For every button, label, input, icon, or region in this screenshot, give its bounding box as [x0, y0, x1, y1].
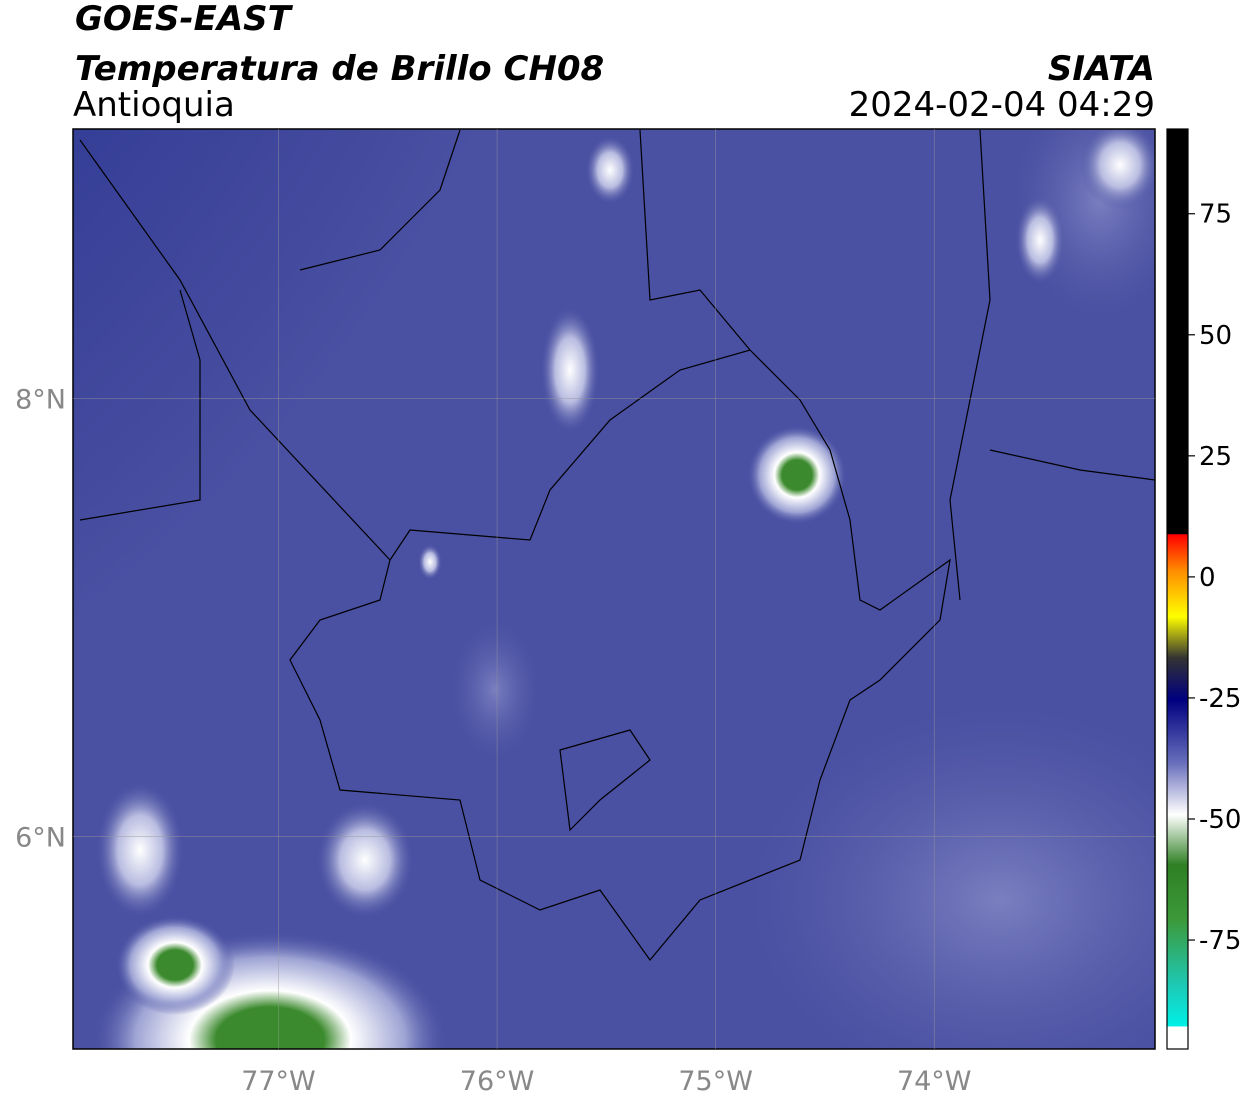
boundaries [79, 129, 1155, 961]
x-tick-label: 76°W [460, 1066, 535, 1097]
map-frame [72, 128, 1156, 1050]
datetime: 2024-02-04 04:29 [849, 85, 1155, 125]
subtitle: Temperatura de Brillo CH08 [75, 49, 604, 89]
colorbar-tick-label: 75 [1199, 200, 1232, 230]
x-tick-label: 74°W [897, 1066, 972, 1097]
source: SIATA [1048, 49, 1155, 89]
colorbar-tick-label: 25 [1199, 442, 1232, 472]
y-tick-label: 6°N [15, 823, 66, 854]
colorbar-tick-label: -25 [1199, 684, 1241, 714]
colorbar-tick-label: 50 [1199, 321, 1232, 351]
x-tick-label: 77°W [241, 1066, 316, 1097]
colorbar-tick-label: -50 [1199, 805, 1241, 835]
region: Antioquia [73, 85, 235, 125]
y-tick-label: 8°N [15, 384, 66, 415]
colorbar [1166, 128, 1189, 1050]
title: GOES-EAST [75, 0, 294, 39]
x-tick-label: 75°W [678, 1066, 753, 1097]
colorbar-tick-label: -75 [1199, 926, 1241, 956]
colorbar-tick-label: 0 [1199, 563, 1216, 593]
